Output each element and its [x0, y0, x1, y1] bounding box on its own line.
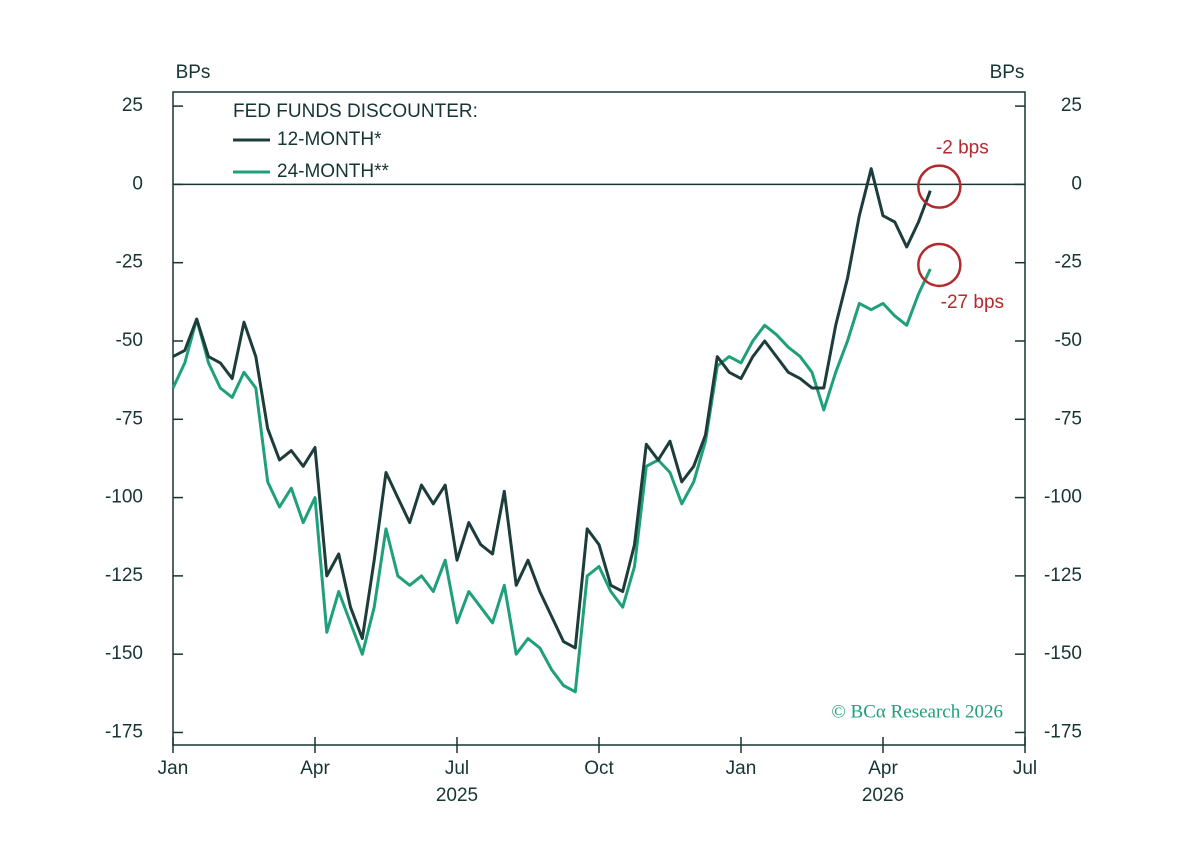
y2-tick-label: -150: [1044, 643, 1082, 664]
x-tick-label: Apr: [300, 758, 330, 779]
y2-tick-label: -100: [1044, 487, 1082, 508]
y-axis-label: BPs: [176, 62, 211, 83]
x-tick-label: Oct: [584, 758, 614, 779]
x-year-label: 2025: [436, 785, 478, 806]
x-tick-label: Jan: [158, 758, 189, 779]
y-tick-label: 25: [122, 95, 143, 116]
y2-tick-label: -75: [1055, 408, 1082, 429]
y2-tick-label: 25: [1061, 95, 1082, 116]
y-tick-label: -150: [105, 643, 143, 664]
y2-tick-label: -50: [1055, 330, 1082, 351]
x-year-label: 2026: [862, 785, 904, 806]
annotation-circle: [917, 164, 962, 209]
legend-label: 24-MONTH**: [277, 161, 390, 182]
y-tick-label: -125: [105, 565, 143, 586]
y-tick-label: -75: [116, 408, 143, 429]
y2-tick-label: -175: [1044, 721, 1082, 742]
annotation: -27 bps: [941, 292, 1004, 313]
x-tick-label: Jul: [1013, 758, 1037, 779]
y-tick-label: -25: [116, 252, 143, 273]
x-tick-label: Jan: [726, 758, 757, 779]
series-line: [171, 268, 932, 694]
y2-tick-label: -25: [1055, 252, 1082, 273]
legend-label: 12-MONTH*: [277, 129, 382, 150]
legend-title: FED FUNDS DISCOUNTER:: [233, 101, 478, 122]
y2-tick-label: 0: [1071, 173, 1082, 194]
x-tick-label: Apr: [868, 758, 898, 779]
y-tick-label: -50: [116, 330, 143, 351]
annotation: -2 bps: [936, 138, 989, 159]
y-tick-label: -100: [105, 487, 143, 508]
series-line: [172, 167, 932, 650]
x-tick-label: Jul: [445, 758, 469, 779]
y-tick-label: -175: [105, 721, 143, 742]
source: © BCα Research 2026: [831, 701, 1003, 722]
y2-axis-label: BPs: [990, 62, 1025, 83]
annotation-circle: [917, 242, 962, 288]
y2-tick-label: -125: [1044, 565, 1082, 586]
y-tick-label: 0: [132, 173, 143, 194]
